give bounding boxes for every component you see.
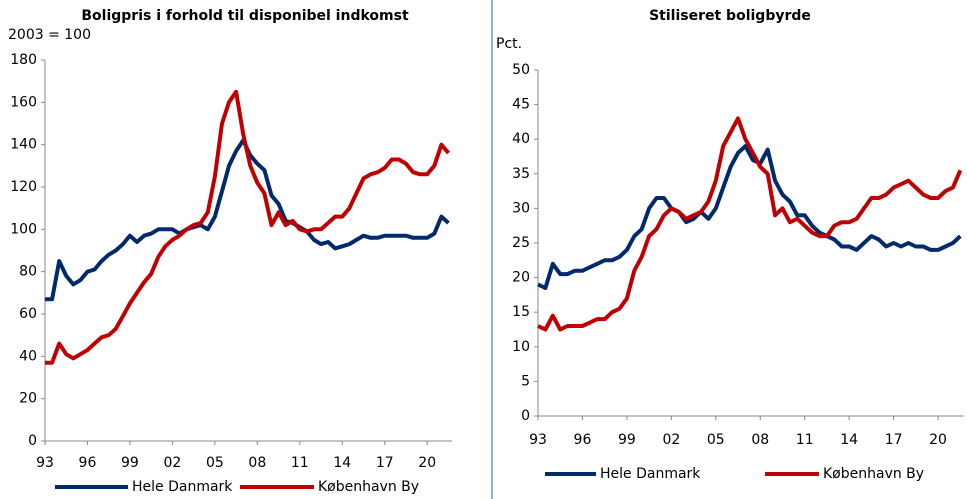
- x-tick-label: 93: [529, 432, 547, 448]
- chart-title: Boligpris i forhold til disponibel indko…: [81, 8, 409, 24]
- y-tick-label: 30: [512, 200, 530, 216]
- series-line: [537, 116, 963, 332]
- legend-label: Hele Danmark: [600, 466, 701, 482]
- x-tick-label: 08: [248, 455, 266, 471]
- x-tick-label: 20: [929, 432, 947, 448]
- y-tick-label: 80: [19, 264, 37, 280]
- y-tick-label: 20: [19, 391, 37, 407]
- y-tick-label: 45: [512, 97, 530, 113]
- y-tick-label: 40: [19, 348, 37, 364]
- y-tick-label: 15: [512, 304, 530, 320]
- x-tick-label: 99: [121, 455, 139, 471]
- y-tick-label: 25: [512, 235, 530, 251]
- series-line: [45, 89, 451, 365]
- y-tick-label: 5: [521, 373, 530, 389]
- y-axis-label: Pct.: [496, 36, 522, 52]
- x-tick-label: 05: [707, 432, 725, 448]
- x-tick-label: 17: [376, 455, 394, 471]
- x-tick-label: 14: [333, 455, 351, 471]
- y-tick-label: 140: [10, 137, 37, 153]
- y-tick-label: 35: [512, 166, 530, 182]
- y-tick-label: 20: [512, 270, 530, 286]
- x-tick-label: 05: [206, 455, 224, 471]
- x-tick-label: 11: [796, 432, 814, 448]
- y-axis-label: 2003 = 100: [8, 27, 91, 43]
- y-tick-label: 10: [512, 339, 530, 355]
- y-tick-label: 50: [512, 62, 530, 78]
- chart-title: Stiliseret boligbyrde: [649, 8, 811, 24]
- legend-label: Hele Danmark: [132, 479, 233, 495]
- x-tick-label: 02: [163, 455, 181, 471]
- x-tick-label: 96: [79, 455, 97, 471]
- x-tick-label: 93: [36, 455, 54, 471]
- y-tick-label: 100: [10, 221, 37, 237]
- series-line: [537, 144, 962, 290]
- x-tick-label: 11: [291, 455, 309, 471]
- x-tick-label: 99: [618, 432, 636, 448]
- x-tick-label: 96: [574, 432, 592, 448]
- x-tick-label: 17: [885, 432, 903, 448]
- y-tick-label: 160: [10, 94, 37, 110]
- y-tick-label: 40: [512, 131, 530, 147]
- x-tick-label: 14: [840, 432, 858, 448]
- y-tick-label: 180: [10, 52, 37, 68]
- y-tick-label: 60: [19, 306, 37, 322]
- x-tick-label: 08: [751, 432, 769, 448]
- legend-label: København By: [823, 466, 924, 482]
- x-tick-label: 02: [662, 432, 680, 448]
- x-tick-label: 20: [418, 455, 436, 471]
- y-tick-label: 0: [521, 408, 530, 424]
- y-tick-label: 120: [10, 179, 37, 195]
- y-tick-label: 0: [28, 433, 37, 449]
- legend-label: København By: [318, 479, 419, 495]
